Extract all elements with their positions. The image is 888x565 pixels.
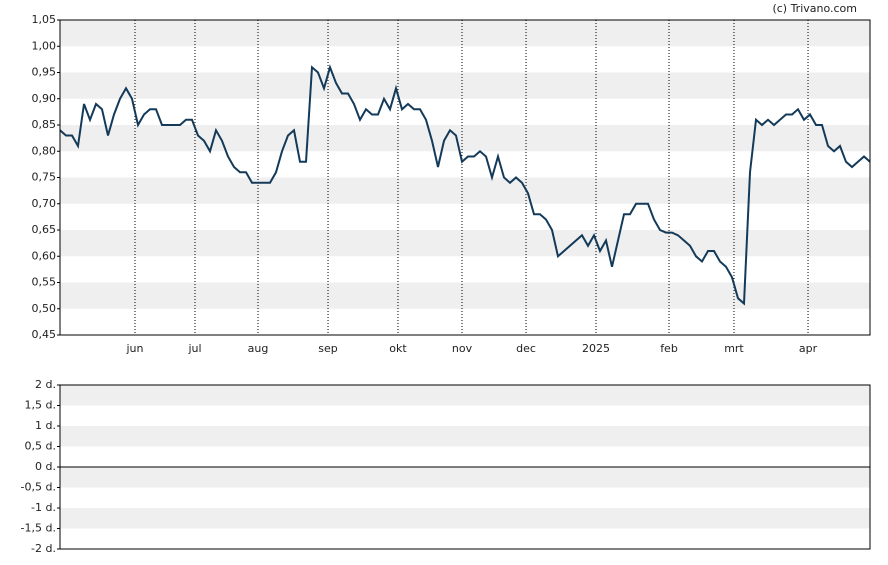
x-tick-label: nov [452,342,473,355]
y-tick-label: -2 d. [31,542,56,555]
band [60,508,870,529]
band [60,230,870,257]
y-tick-label: 1 d. [35,419,56,432]
y-tick-label: 0,50 [32,302,57,315]
y-tick-label: 0,70 [32,197,57,210]
band [60,177,870,204]
band [60,72,870,99]
x-tick-label: dec [516,342,536,355]
x-tick-label: 2025 [582,342,610,355]
y-tick-label: 0,75 [32,171,57,184]
source: (c) Trivano.com [772,2,857,15]
y-tick-label: -1,5 d. [21,522,56,535]
band [60,426,870,447]
x-tick-label: aug [248,342,269,355]
plot-frame [59,19,871,336]
y-tick-label: 0,55 [32,276,57,289]
y-tick-label: 1,05 [32,13,57,26]
y-tick-label: 0,45 [32,328,57,341]
x-tick-label: apr [799,342,818,355]
y-tick-label: 0,95 [32,66,57,79]
y-tick-label: 1,5 d. [25,399,56,412]
x-tick-label: mrt [724,342,744,355]
x-tick-label: okt [389,342,407,355]
y-tick-label: 0,80 [32,144,57,157]
y-tick-label: -0,5 d. [21,481,56,494]
y-tick-label: 0,90 [32,92,57,105]
band [60,385,870,406]
x-tick-label: jun [126,342,144,355]
y-tick-label: -1 d. [31,501,56,514]
y-tick-label: 0,5 d. [25,440,56,453]
y-tick-label: 0 d. [35,460,56,473]
x-tick-label: jul [187,342,201,355]
band [60,467,870,488]
y-tick-label: 0,60 [32,249,57,262]
y-tick-label: 0,65 [32,223,57,236]
band [60,282,870,309]
y-tick-label: 2 d. [35,378,56,391]
band [60,125,870,152]
plot-frame [59,384,871,550]
y-tick-label: 1,00 [32,39,57,52]
price-line [59,64,871,306]
y-tick-label: 0,85 [32,118,57,131]
x-tick-label: feb [660,342,678,355]
band [60,20,870,47]
x-tick-label: sep [318,342,337,355]
